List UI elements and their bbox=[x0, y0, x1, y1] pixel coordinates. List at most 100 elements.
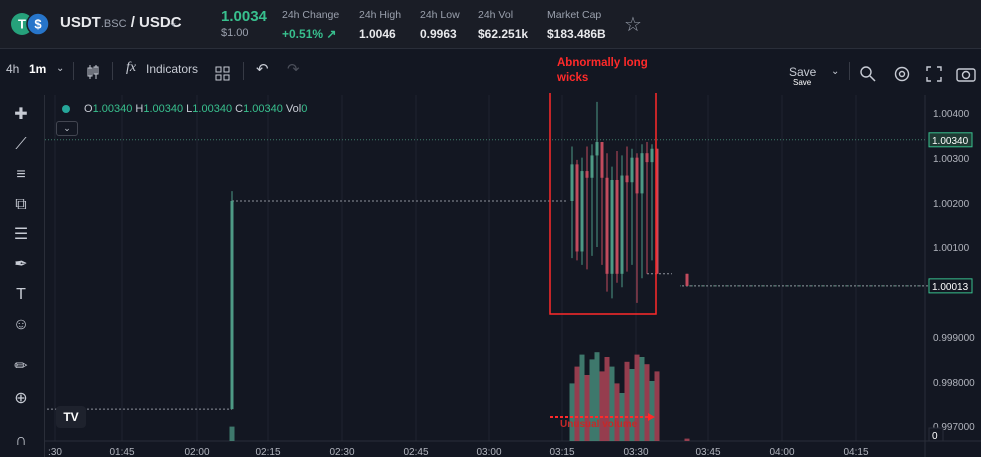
fullscreen-icon[interactable] bbox=[926, 66, 942, 82]
series-visibility-dot[interactable] bbox=[62, 105, 70, 114]
y-tick-label: 1.00100 bbox=[933, 243, 970, 254]
last-price-label: 1.00340 bbox=[932, 136, 969, 147]
trend-up-icon: ↗ bbox=[326, 27, 337, 41]
chart-grid bbox=[45, 95, 981, 457]
legend-collapse-button[interactable]: ⌄ bbox=[56, 121, 78, 136]
trend-line-icon[interactable]: ⟋ bbox=[15, 136, 27, 153]
fib-tool-icon[interactable]: ☰ bbox=[13, 226, 29, 243]
price-levels bbox=[27, 200, 967, 410]
volume-bar bbox=[629, 369, 635, 441]
volume-annotation-arrow bbox=[648, 413, 655, 421]
settings-gear-icon[interactable] bbox=[893, 65, 911, 83]
x-tick-label: 04:15 bbox=[843, 447, 868, 457]
toolbar-divider bbox=[73, 62, 74, 80]
stat-24h-change: 24h Change +0.51% ↗ bbox=[282, 9, 339, 41]
camera-icon[interactable] bbox=[956, 66, 976, 82]
stat-value: 0.9963 bbox=[420, 27, 457, 41]
high-label: H bbox=[135, 103, 144, 115]
volume-bar bbox=[644, 364, 650, 441]
crosshair-icon[interactable]: ✚ bbox=[14, 106, 28, 123]
quick-search-icon[interactable] bbox=[859, 65, 877, 83]
volume-value: 0 bbox=[301, 103, 308, 115]
toolbar-divider bbox=[243, 62, 244, 80]
save-sublabel: Save bbox=[793, 78, 812, 87]
function-icon[interactable]: fx bbox=[126, 60, 137, 75]
y-tick-label: 0.999000 bbox=[933, 333, 975, 344]
x-tick-label: 03:30 bbox=[623, 447, 648, 457]
stat-value: +0.51% ↗ bbox=[282, 27, 339, 41]
stat-label: Market Cap bbox=[547, 9, 602, 21]
stat-label: 24h Change bbox=[282, 9, 340, 21]
indicators-button[interactable]: Indicators bbox=[146, 62, 199, 76]
toolbar-divider bbox=[112, 62, 113, 80]
price-axis[interactable]: 1.00400 1.00300 1.00200 1.00100 0.999000 0.99… bbox=[928, 109, 975, 442]
candle-body bbox=[630, 157, 634, 183]
star-icon[interactable]: ☆ bbox=[624, 14, 642, 36]
time-axis[interactable]: :30 01:45 02:00 02:15 02:30 02:45 03:00 03:15 03… bbox=[48, 447, 869, 457]
x-tick-label: 01:45 bbox=[109, 447, 134, 457]
candle-body bbox=[620, 175, 624, 274]
ruler-icon[interactable]: ✏ bbox=[14, 358, 28, 375]
x-tick-label: 03:00 bbox=[476, 447, 501, 457]
volume-bar bbox=[229, 426, 235, 441]
candle-body bbox=[580, 171, 584, 252]
ohlc-legend: O1.00340 H1.00340 L1.00340 C1.00340 Vol0 bbox=[62, 103, 307, 115]
horizontal-lines-icon[interactable]: ≡ bbox=[16, 166, 26, 183]
chevron-down-icon[interactable]: ⌄ bbox=[168, 15, 179, 29]
change-value: +0.51% bbox=[282, 27, 324, 41]
pattern-icon[interactable]: ⧉ bbox=[15, 196, 27, 213]
save-button[interactable]: Save bbox=[789, 65, 817, 79]
x-tick-label: 02:00 bbox=[184, 447, 209, 457]
x-tick-label: 02:45 bbox=[403, 447, 428, 457]
brush-icon[interactable]: ✒ bbox=[14, 256, 28, 273]
volume-bar bbox=[579, 354, 585, 441]
open-label: O bbox=[84, 103, 93, 115]
candle-body bbox=[640, 153, 644, 194]
candle-body bbox=[600, 142, 604, 178]
stat-24h-vol: 24h Vol $62.251k bbox=[478, 9, 528, 41]
current-price: 1.0034 bbox=[221, 8, 267, 25]
base-token: USDT bbox=[60, 14, 101, 31]
svg-text:$: $ bbox=[34, 17, 42, 32]
pair-name[interactable]: USDT.BSC / USDC bbox=[60, 14, 182, 31]
stat-value: $62.251k bbox=[478, 27, 529, 41]
candle-body bbox=[650, 148, 654, 163]
layout-grid-icon[interactable] bbox=[215, 66, 230, 81]
text-tool-icon[interactable]: T bbox=[16, 286, 26, 303]
current-price-tag bbox=[928, 278, 973, 294]
interval-4h-button[interactable]: 4h bbox=[6, 62, 20, 76]
low-label: L bbox=[186, 103, 193, 115]
chevron-down-icon[interactable]: ⌄ bbox=[831, 66, 840, 77]
candle-body bbox=[635, 157, 639, 194]
volume-bar bbox=[604, 357, 610, 441]
candles bbox=[230, 101, 689, 410]
interval-1m-button[interactable]: 1m bbox=[29, 62, 47, 76]
stat-24h-low: 24h Low 0.9963 bbox=[420, 9, 460, 41]
price-usd: $1.00 bbox=[221, 27, 249, 39]
volume-axis-tag bbox=[928, 427, 944, 442]
volume-bar bbox=[624, 361, 630, 441]
undo-icon[interactable]: ↶ bbox=[256, 61, 269, 78]
stat-value: 1.0046 bbox=[359, 27, 396, 41]
volume-bar bbox=[594, 352, 600, 441]
volume-bar bbox=[569, 383, 575, 441]
svg-text:T: T bbox=[18, 17, 26, 32]
emoji-icon[interactable]: ☺ bbox=[12, 316, 30, 333]
chevron-down-icon[interactable]: ⌄ bbox=[56, 63, 65, 74]
candle-body bbox=[595, 142, 599, 156]
magnet-icon[interactable]: ∩ bbox=[15, 432, 27, 449]
candles-icon[interactable] bbox=[86, 64, 100, 80]
high-value: 1.00340 bbox=[143, 103, 184, 115]
candle-body bbox=[585, 171, 589, 178]
volume-bar bbox=[609, 366, 615, 441]
x-tick-label: :30 bbox=[48, 447, 62, 457]
volume-bar bbox=[574, 366, 580, 441]
volume-bar bbox=[634, 354, 640, 441]
token-pair-icon: T $ bbox=[11, 12, 50, 36]
current-price-label: 1.00013 bbox=[932, 282, 969, 293]
redo-icon[interactable]: ↷ bbox=[287, 61, 300, 78]
zoom-in-icon[interactable]: ⊕ bbox=[14, 390, 28, 407]
open-value: 1.00340 bbox=[92, 103, 133, 115]
stat-label: 24h High bbox=[359, 9, 402, 21]
